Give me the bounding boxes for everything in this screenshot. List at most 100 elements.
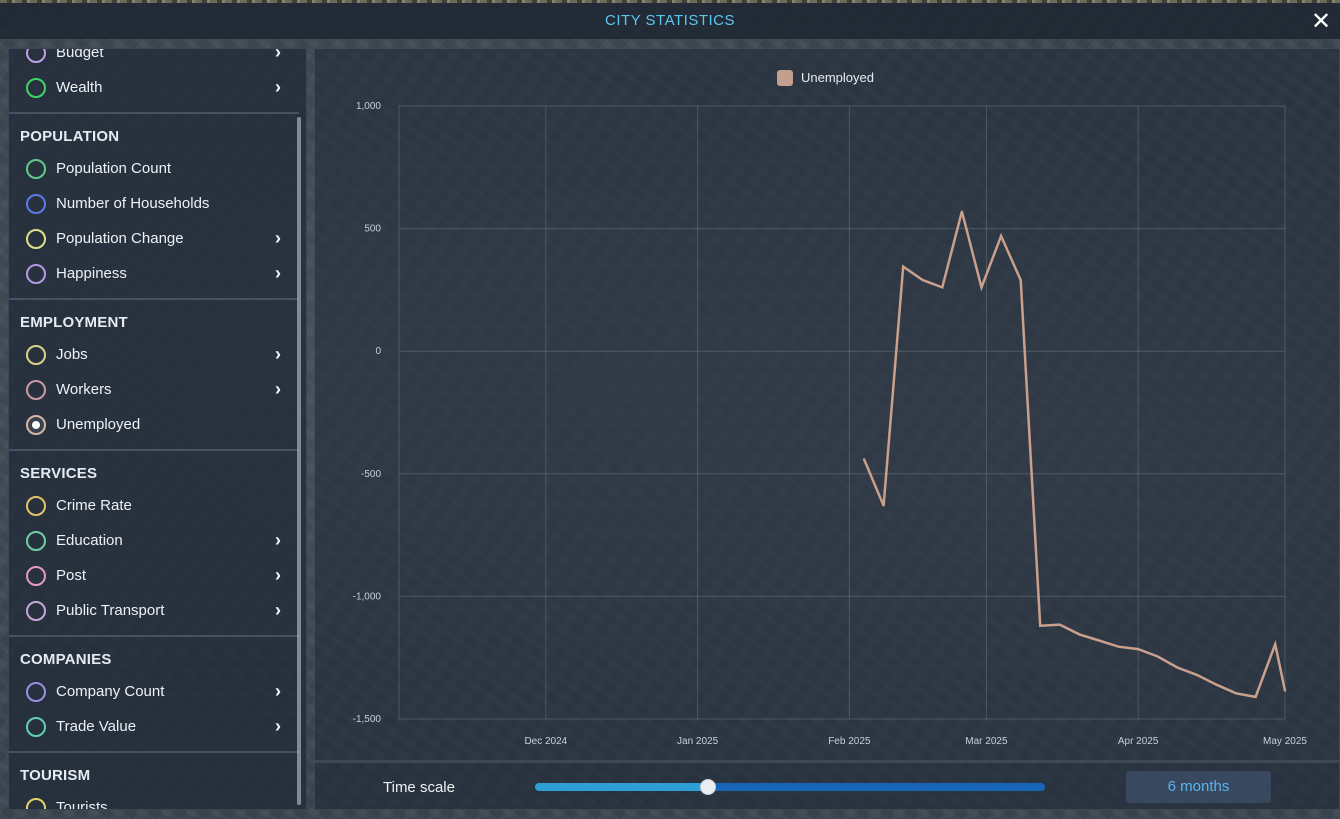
- slider-thumb[interactable]: [700, 779, 717, 795]
- data-point: [1215, 683, 1218, 686]
- sidebar-item-workers[interactable]: Workers ›: [9, 373, 299, 408]
- line-chart: 1,000 500 0 -500 -1,000 -1,500 Dec 2024 Jan 202…: [353, 101, 1308, 747]
- sidebar-item-population-change[interactable]: Population Change ›: [9, 222, 299, 257]
- x-tick-label: Feb 2025: [828, 736, 871, 747]
- legend-swatch: [777, 70, 793, 86]
- chevron-right-icon[interactable]: ›: [275, 77, 281, 97]
- section-header: SERVICES: [20, 465, 98, 482]
- sidebar-scrollbar[interactable]: [297, 117, 301, 805]
- sidebar-item-happiness[interactable]: Happiness ›: [9, 257, 299, 292]
- y-tick-label: 1,000: [356, 101, 381, 112]
- slider-fill: [535, 783, 709, 791]
- chevron-right-icon[interactable]: ›: [275, 344, 281, 364]
- sidebar-item-number-of-households[interactable]: Number of Households: [9, 187, 299, 222]
- radio-circle-icon: [26, 566, 46, 586]
- y-tick-label: 500: [364, 224, 381, 235]
- data-point: [1058, 623, 1061, 626]
- sidebar-section: POPULATION Population Count Number of Hous…: [9, 114, 299, 300]
- radio-selected-icon: [26, 415, 46, 435]
- chevron-right-icon[interactable]: ›: [275, 681, 281, 701]
- window-title: CITY STATISTICS: [604, 12, 735, 29]
- section-header: COMPANIES: [20, 651, 112, 668]
- time-scale-slider[interactable]: [535, 779, 1045, 795]
- chevron-right-icon[interactable]: ›: [275, 379, 281, 399]
- chevron-right-icon[interactable]: ›: [275, 263, 281, 283]
- sidebar-section: Budget › Wealth ›: [9, 48, 299, 114]
- series-line-unemployed: [862, 211, 1287, 699]
- chevron-right-icon[interactable]: ›: [275, 228, 281, 248]
- x-tick-label: Dec 2024: [524, 736, 567, 747]
- sidebar-item-label: Population Count: [56, 160, 172, 177]
- chart-panel: Unemployed 1,000 500 0 -500 -1,000 -1,500 Dec …: [314, 48, 1340, 761]
- data-point: [1254, 695, 1257, 698]
- data-point: [1117, 645, 1120, 648]
- sidebar-item-label: Tourists: [56, 799, 108, 810]
- data-point: [1235, 692, 1238, 695]
- radio-circle-icon: [26, 194, 46, 214]
- radio-circle-icon: [26, 159, 46, 179]
- y-tick-label: -1,000: [353, 591, 382, 602]
- sidebar-item-wealth[interactable]: Wealth ›: [9, 71, 299, 106]
- data-point: [980, 286, 983, 289]
- data-point: [1284, 689, 1286, 692]
- radio-circle-icon: [26, 78, 46, 98]
- statistics-list: Budget › Wealth › POPULATION Population Count…: [9, 48, 299, 810]
- sidebar-item-crime-rate[interactable]: Crime Rate: [9, 489, 299, 524]
- chevron-right-icon[interactable]: ›: [275, 565, 281, 585]
- y-tick-label: -500: [361, 469, 381, 480]
- x-tick-label: May 2025: [1263, 736, 1307, 747]
- background-strip: [0, 0, 1340, 3]
- radio-circle-icon: [26, 798, 46, 809]
- data-point: [1039, 624, 1042, 627]
- sidebar-section: TOURISM Tourists: [9, 753, 299, 810]
- sidebar-item-budget[interactable]: Budget ›: [9, 48, 299, 71]
- sidebar-section: EMPLOYMENT Jobs › Workers › Unemployed: [9, 300, 299, 451]
- sidebar-item-label: Post: [56, 567, 87, 584]
- sidebar-item-public-transport[interactable]: Public Transport ›: [9, 594, 299, 629]
- sidebar-item-label: Budget: [56, 48, 104, 61]
- data-point: [941, 286, 944, 289]
- chevron-right-icon[interactable]: ›: [275, 530, 281, 550]
- y-tick-label: 0: [375, 346, 381, 357]
- sidebar-item-label: Trade Value: [56, 718, 137, 735]
- sidebar-item-label: Workers: [56, 381, 112, 398]
- chevron-right-icon[interactable]: ›: [275, 716, 281, 736]
- sidebar-item-jobs[interactable]: Jobs ›: [9, 338, 299, 373]
- sidebar-section: COMPANIES Company Count › Trade Value ›: [9, 637, 299, 753]
- statistics-sidebar: Budget › Wealth › POPULATION Population Count…: [8, 48, 307, 810]
- x-tick-label: Jan 2025: [677, 736, 719, 747]
- sidebar-item-label: Number of Households: [56, 195, 210, 212]
- time-scale-bar: Time scale 6 months: [314, 762, 1340, 810]
- section-header: POPULATION: [20, 128, 120, 145]
- sidebar-item-label: Company Count: [56, 683, 165, 700]
- sidebar-item-education[interactable]: Education ›: [9, 524, 299, 559]
- radio-circle-icon: [26, 264, 46, 284]
- y-tick-label: -1,500: [353, 714, 382, 725]
- sidebar-item-population-count[interactable]: Population Count: [9, 152, 299, 187]
- sidebar-item-label: Population Change: [56, 230, 184, 247]
- data-point: [902, 265, 905, 268]
- sidebar-item-label: Public Transport: [56, 602, 165, 619]
- radio-circle-icon: [26, 229, 46, 249]
- sidebar-item-unemployed[interactable]: Unemployed: [9, 408, 299, 443]
- chevron-right-icon[interactable]: ›: [275, 48, 281, 62]
- data-point: [863, 458, 866, 461]
- sidebar-item-company-count[interactable]: Company Count ›: [9, 675, 299, 710]
- sidebar-item-label: Education: [56, 532, 123, 549]
- sidebar-item-tourists[interactable]: Tourists: [9, 791, 299, 810]
- sidebar-item-label: Jobs: [56, 346, 88, 363]
- radio-circle-icon: [26, 345, 46, 365]
- data-point: [1156, 655, 1159, 658]
- legend-label: Unemployed: [801, 70, 874, 85]
- section-header: EMPLOYMENT: [20, 314, 128, 331]
- sidebar-item-post[interactable]: Post ›: [9, 559, 299, 594]
- section-header: TOURISM: [20, 767, 91, 784]
- close-icon[interactable]: ✕: [1310, 8, 1332, 35]
- time-scale-value[interactable]: 6 months: [1126, 771, 1271, 803]
- sidebar-item-trade-value[interactable]: Trade Value ›: [9, 710, 299, 745]
- title-bar: CITY STATISTICS ✕: [0, 3, 1340, 39]
- x-tick-label: Apr 2025: [1118, 736, 1159, 747]
- sidebar-section: SERVICES Crime Rate Education › Post › Public …: [9, 451, 299, 637]
- sidebar-item-label: Crime Rate: [56, 497, 132, 514]
- chevron-right-icon[interactable]: ›: [275, 600, 281, 620]
